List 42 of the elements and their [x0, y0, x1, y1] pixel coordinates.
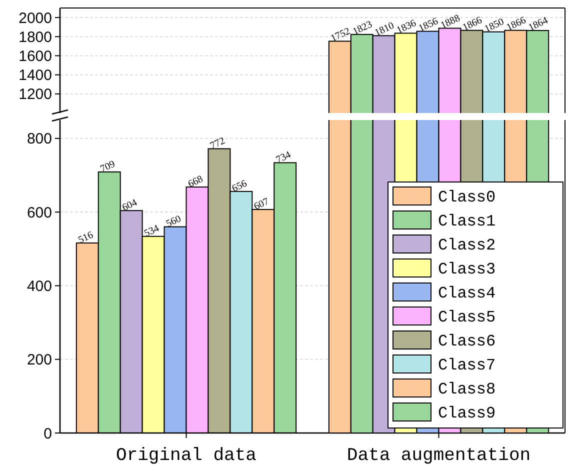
- data-label: 1856: [417, 16, 440, 34]
- data-label: 1866: [505, 15, 528, 34]
- legend-label: Class6: [438, 332, 496, 351]
- data-label: 1864: [526, 15, 550, 34]
- data-label: 734: [274, 150, 293, 166]
- data-label: 516: [76, 230, 96, 246]
- legend-label: Class2: [438, 236, 496, 255]
- data-label: 534: [142, 223, 161, 240]
- x-tick-label: Data augmentation: [346, 446, 531, 466]
- data-label: 560: [164, 214, 183, 230]
- y-tick-label: 2000: [18, 10, 52, 27]
- data-label: 1752: [329, 26, 352, 44]
- data-label: 1850: [483, 16, 506, 35]
- data-label: 607: [252, 196, 271, 213]
- y-tick-label: 600: [26, 204, 52, 222]
- data-label: 772: [208, 136, 227, 152]
- data-label: 1866: [461, 15, 484, 34]
- data-label: 656: [230, 178, 249, 195]
- y-tick-label: 1800: [18, 28, 52, 46]
- data-label: 668: [186, 174, 205, 190]
- legend-label: Class8: [438, 380, 496, 399]
- y-tick-label: 0: [44, 425, 52, 442]
- legend-label: Class3: [438, 260, 496, 279]
- legend-label: Class7: [438, 356, 496, 375]
- y-tick-label: 800: [26, 130, 52, 148]
- data-label: 1836: [395, 18, 418, 36]
- data-label: 604: [120, 197, 139, 214]
- y-tick-label: 1200: [18, 86, 52, 104]
- x-tick-label: Original data: [116, 446, 257, 466]
- y-tick-label: 400: [26, 278, 52, 295]
- legend-label: Class9: [438, 404, 496, 423]
- data-label: 1810: [373, 20, 396, 39]
- data-label: 1888: [439, 12, 462, 32]
- legend-label: Class4: [438, 284, 496, 303]
- y-tick-label: 200: [26, 352, 52, 369]
- data-label: 709: [98, 158, 117, 176]
- data-label: 1823: [351, 19, 374, 38]
- y-tick-label: 1600: [18, 48, 52, 65]
- y-tick-label: 1400: [18, 67, 52, 84]
- legend-label: Class0: [438, 188, 496, 207]
- legend-label: Class5: [438, 308, 496, 327]
- legend-label: Class1: [438, 212, 496, 231]
